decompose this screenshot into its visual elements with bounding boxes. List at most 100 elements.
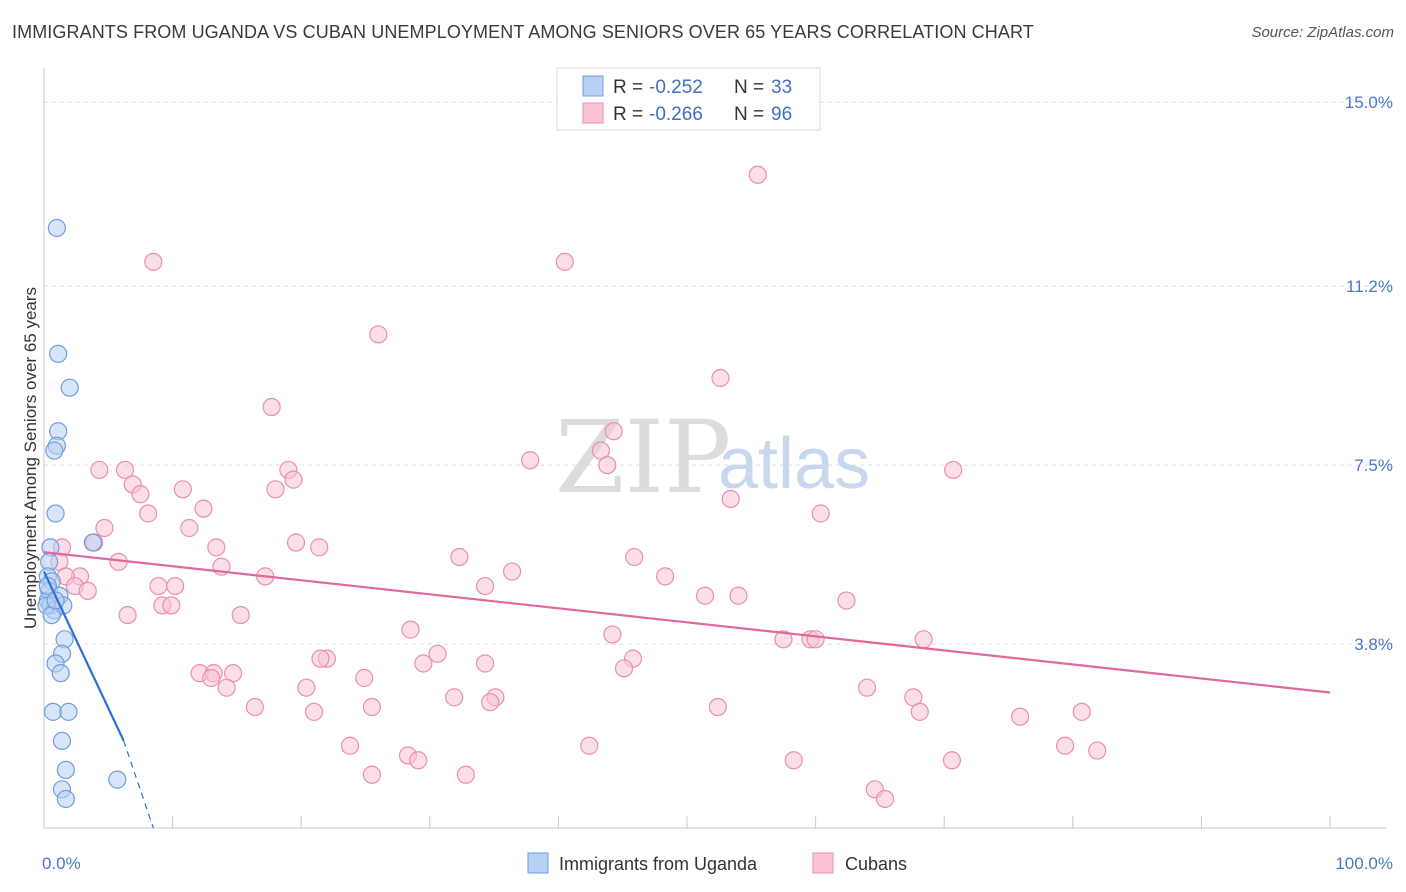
legend-r-label-cubans: R = xyxy=(613,104,643,125)
y-tick-label-3: 15.0% xyxy=(1345,93,1393,112)
cuban-point-59 xyxy=(428,644,447,663)
cuban-point-3 xyxy=(369,325,388,344)
cuban-point-84 xyxy=(340,736,360,755)
legend-r-value-uganda: -0.252 xyxy=(649,77,703,98)
cuban-point-57 xyxy=(806,630,825,649)
legend-swatch-uganda xyxy=(582,75,604,97)
uganda-point-6 xyxy=(46,504,65,523)
cuban-point-55 xyxy=(774,630,793,649)
bottom-legend-swatch-uganda xyxy=(527,852,549,874)
cuban-point-45 xyxy=(729,586,748,605)
cuban-point-22 xyxy=(811,504,830,523)
cuban-point-9 xyxy=(115,460,135,480)
legend-swatch-cubans xyxy=(582,102,604,124)
bottom-legend: Immigrants from Uganda Cubans xyxy=(527,852,907,874)
cuban-point-5 xyxy=(262,397,281,417)
uganda-trend-extension xyxy=(123,740,154,829)
x-tick-label-min: 0.0% xyxy=(42,854,81,873)
cuban-point-76 xyxy=(481,693,500,712)
uganda-point-5 xyxy=(45,441,64,460)
y-tick-label-1: 7.5% xyxy=(1354,456,1393,475)
legend: R = -0.252 N = 33 R = -0.266 N = 96 xyxy=(556,67,821,131)
cuban-point-11 xyxy=(944,460,963,480)
uganda-point-24 xyxy=(43,702,63,721)
cuban-point-28 xyxy=(207,538,226,557)
bottom-legend-label-uganda: Immigrants from Uganda xyxy=(559,854,758,874)
cuban-point-6 xyxy=(604,422,623,441)
cuban-point-86 xyxy=(1055,736,1075,755)
cuban-point-50 xyxy=(118,605,137,625)
cuban-point-71 xyxy=(217,678,236,697)
cuban-point-20 xyxy=(721,489,740,509)
uganda-point-0 xyxy=(47,218,66,238)
cuban-point-87 xyxy=(1088,741,1107,760)
cuban-point-80 xyxy=(304,702,324,721)
cuban-point-49 xyxy=(162,596,181,615)
cuban-point-51 xyxy=(231,605,250,625)
cuban-point-61 xyxy=(311,649,330,668)
cuban-point-15 xyxy=(266,480,285,499)
cuban-point-67 xyxy=(614,659,634,678)
cuban-point-77 xyxy=(245,697,265,717)
uganda-point-27 xyxy=(56,760,75,780)
watermark-zip: ZIP xyxy=(555,399,731,516)
cuban-point-68 xyxy=(202,668,221,688)
cuban-point-18 xyxy=(131,485,150,504)
cuban-point-13 xyxy=(598,455,617,475)
series-uganda xyxy=(37,218,127,809)
series-cubans xyxy=(50,165,1107,809)
cuban-point-56 xyxy=(914,630,933,649)
uganda-point-1 xyxy=(49,344,68,363)
cuban-point-23 xyxy=(95,518,114,538)
legend-n-label-cubans: N = xyxy=(734,104,764,125)
cuban-point-26 xyxy=(286,533,306,552)
cuban-point-19 xyxy=(194,499,213,518)
bottom-legend-swatch-cubans xyxy=(812,852,834,874)
cuban-point-72 xyxy=(857,678,877,697)
cuban-trend-line xyxy=(43,551,1331,694)
cuban-point-91 xyxy=(942,751,962,770)
uganda-point-7 xyxy=(83,533,102,552)
cuban-point-17 xyxy=(173,480,192,499)
cuban-point-89 xyxy=(409,751,428,770)
cuban-point-21 xyxy=(139,504,158,523)
x-tick-marks xyxy=(172,816,1331,828)
cuban-point-78 xyxy=(362,697,382,717)
cuban-point-27 xyxy=(310,538,329,557)
cuban-point-2 xyxy=(555,252,574,271)
y-tick-label-2: 11.2% xyxy=(1346,277,1393,296)
cuban-point-30 xyxy=(450,547,469,567)
cuban-point-44 xyxy=(78,581,97,601)
chart-title: IMMIGRANTS FROM UGANDA VS CUBAN UNEMPLOY… xyxy=(12,22,1034,42)
cuban-point-47 xyxy=(837,591,856,610)
cuban-point-31 xyxy=(625,547,644,567)
uganda-point-26 xyxy=(52,731,72,751)
cuban-point-10 xyxy=(90,460,109,480)
x-tick-label-max: 100.0% xyxy=(1335,854,1393,873)
cuban-point-8 xyxy=(521,451,540,470)
uganda-point-23 xyxy=(51,664,70,683)
cuban-point-70 xyxy=(297,678,316,697)
cuban-point-52 xyxy=(401,620,420,639)
uganda-point-25 xyxy=(59,702,78,721)
cuban-point-92 xyxy=(362,765,382,784)
cuban-point-95 xyxy=(875,789,895,809)
cuban-point-85 xyxy=(580,736,599,755)
cuban-point-81 xyxy=(910,702,929,721)
y-axis-label: Unemployment Among Seniors over 65 years xyxy=(21,287,40,629)
cuban-point-24 xyxy=(180,518,199,538)
cuban-point-1 xyxy=(144,252,163,271)
cuban-point-74 xyxy=(445,688,464,707)
cuban-point-62 xyxy=(414,654,433,673)
cuban-point-93 xyxy=(456,765,475,784)
cuban-point-40 xyxy=(475,576,495,596)
watermark-atlas: atlas xyxy=(718,424,870,504)
uganda-point-29 xyxy=(56,789,75,809)
legend-r-value-cubans: -0.266 xyxy=(649,104,703,125)
cuban-point-83 xyxy=(1010,707,1030,726)
cuban-point-36 xyxy=(656,567,675,586)
uganda-point-30 xyxy=(108,770,127,789)
gridlines xyxy=(44,101,1392,645)
axes xyxy=(43,68,1386,829)
